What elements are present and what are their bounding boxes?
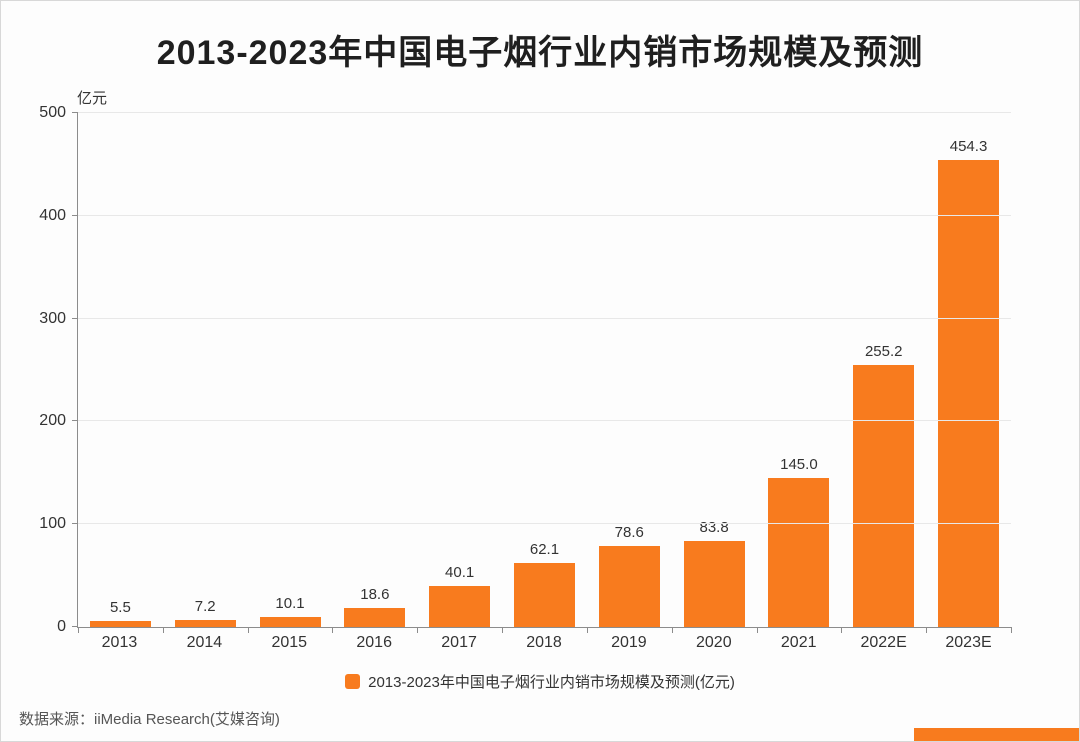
bar-2021 (768, 477, 830, 627)
bar-column-2018: 62.1 (502, 113, 587, 627)
legend-swatch-icon (345, 674, 361, 689)
corner-accent-bar (914, 728, 1079, 741)
x-tick-mark (756, 627, 758, 633)
bar-value-label: 83.8 (699, 518, 729, 536)
x-tick-mark (586, 627, 588, 633)
gridline (78, 420, 1011, 422)
y-tick-mark (72, 523, 78, 525)
bar-column-2016: 18.6 (332, 113, 417, 627)
bar-column-2021: 145.0 (757, 113, 842, 627)
y-tick-label: 0 (57, 618, 66, 635)
bar-column-2019: 78.6 (587, 113, 672, 627)
gridline (78, 523, 1011, 525)
y-tick-label: 200 (39, 412, 66, 430)
bar-2019 (598, 546, 660, 627)
x-tick-mark (417, 627, 419, 633)
bar-2015 (259, 616, 321, 627)
bar-2018 (513, 563, 575, 627)
x-tick-mark (247, 627, 249, 633)
bar-value-label: 255.2 (864, 342, 903, 360)
x-tick-mark (926, 627, 928, 633)
bar-column-2022E: 255.2 (841, 113, 926, 627)
bar-2020 (683, 540, 745, 627)
x-tick-label: 2020 (696, 634, 732, 651)
x-tick-mark (502, 627, 504, 633)
x-tick-label: 2023E (945, 634, 992, 651)
legend: 2013-2023年中国电子烟行业内销市场规模及预测(亿元) (1, 671, 1079, 692)
y-tick-label: 300 (39, 309, 66, 327)
x-tick-label: 2013 (101, 634, 138, 651)
legend-label: 2013-2023年中国电子烟行业内销市场规模及预测(亿元) (368, 674, 735, 691)
x-tick-label: 2015 (271, 634, 308, 651)
x-tick-mark (841, 627, 843, 633)
gridline (78, 214, 1011, 216)
x-tick-label: 2019 (611, 634, 647, 651)
bar-value-label: 40.1 (445, 563, 475, 581)
x-tick-mark (332, 627, 334, 633)
y-tick-mark (72, 112, 78, 113)
plot-area: 5.5 7.2 10.1 18.6 40.1 62.1 78.6 83.8 145.0 255.2… (39, 104, 1012, 635)
bar-2016 (344, 607, 406, 627)
bar-value-label: 5.5 (109, 599, 131, 617)
y-tick-label: 400 (39, 206, 66, 224)
bar-2017 (429, 585, 491, 627)
x-tick-label: 2022E (860, 634, 907, 651)
bar-2023E (938, 159, 1000, 627)
y-tick-mark (72, 420, 78, 422)
bar-2022E (853, 364, 915, 627)
y-tick-mark (72, 626, 78, 627)
bar-2013 (89, 621, 151, 627)
bar-value-label: 78.6 (614, 524, 644, 542)
x-tick-label: 2018 (526, 634, 562, 651)
bar-value-label: 454.3 (949, 137, 988, 155)
y-tick-label: 500 (39, 104, 66, 121)
bar-column-2017: 40.1 (417, 113, 502, 627)
x-tick-mark (78, 627, 79, 633)
y-axis-unit-label: 亿元 (77, 90, 108, 107)
x-axis-labels: 2013 2014 2015 2016 2017 2018 2019 2020 2021 2022… (77, 634, 1011, 652)
x-tick-mark (1011, 627, 1012, 633)
bar-2014 (174, 619, 236, 627)
x-tick-label: 2017 (441, 634, 477, 651)
x-tick-label: 2021 (780, 634, 817, 651)
bar-column-2014: 7.2 (163, 113, 248, 627)
x-tick-label: 2016 (356, 634, 392, 651)
bar-column-2023E: 454.3 (926, 113, 1011, 627)
bars-layer: 5.5 7.2 10.1 18.6 40.1 62.1 78.6 83.8 145.0 255.2… (78, 113, 1011, 627)
bar-column-2013: 5.5 (78, 113, 163, 627)
x-tick-mark (162, 627, 164, 633)
y-tick-mark (72, 317, 78, 319)
x-tick-label: 2014 (186, 634, 223, 651)
bar-value-label: 18.6 (360, 585, 390, 603)
bar-column-2020: 83.8 (672, 113, 757, 627)
bar-value-label: 7.2 (194, 597, 216, 615)
y-tick-label: 100 (39, 515, 66, 533)
gridline (78, 112, 1011, 113)
bar-column-2015: 10.1 (248, 113, 333, 627)
source-note: 数据来源：iiMedia Research(艾媒咨询) (19, 711, 280, 728)
chart-title: 2013-2023年中国电子烟行业内销市场规模及预测 (156, 34, 924, 72)
bar-value-label: 62.1 (529, 541, 560, 559)
y-tick-mark (72, 214, 78, 216)
bar-value-label: 145.0 (780, 455, 818, 473)
x-tick-mark (671, 627, 673, 633)
bar-value-label: 10.1 (275, 594, 305, 612)
gridline (78, 317, 1011, 319)
